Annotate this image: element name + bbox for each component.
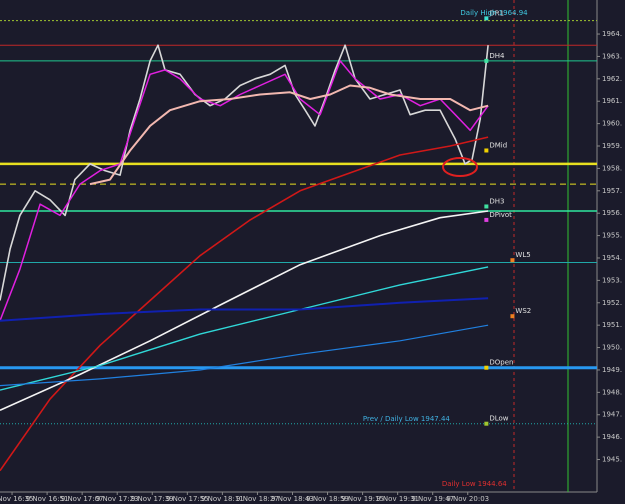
x-tick-label: 9 Nov 20:03 xyxy=(446,495,489,503)
x-tick-label: 9 Nov 18:27 xyxy=(236,495,279,503)
level-marker xyxy=(484,204,489,209)
y-tick-label: 1946. xyxy=(602,433,622,441)
series-line xyxy=(0,297,489,322)
y-tick-label: 1948. xyxy=(602,388,622,396)
series-line xyxy=(0,324,489,387)
level-marker xyxy=(484,16,489,21)
level-marker xyxy=(484,217,489,222)
level-label: DH4 xyxy=(489,52,505,60)
series-line xyxy=(0,60,489,321)
y-tick-label: 1952. xyxy=(602,299,622,307)
level-label: DH3 xyxy=(489,197,504,205)
level-marker xyxy=(484,58,489,63)
y-tick-label: 1959. xyxy=(602,142,622,150)
x-tick-label: 9 Nov 16:51 xyxy=(26,495,69,503)
level-marker xyxy=(484,148,489,153)
y-tick-label: 1951. xyxy=(602,321,622,329)
level-marker xyxy=(510,314,515,319)
level-label: DOpen xyxy=(489,359,513,367)
x-tick-label: 9 Nov 17:23 xyxy=(96,495,139,503)
x-tick-label: 9 Nov 18:59 xyxy=(306,495,349,503)
y-tick-label: 1949. xyxy=(602,366,622,374)
x-tick-label: 9 Nov 17:07 xyxy=(61,495,104,503)
y-tick-label: 1947. xyxy=(602,411,622,419)
annotation: Daily Low 1944.64 xyxy=(442,480,507,488)
y-tick-label: 1954. xyxy=(602,254,622,262)
x-tick-label: 9 Nov 18:11 xyxy=(201,495,244,503)
x-tick-label: 9 Nov 17:55 xyxy=(166,495,209,503)
annotation: Daily High 1964.94 xyxy=(460,9,528,17)
y-tick-label: 1962. xyxy=(602,75,622,83)
level-label: DPivot xyxy=(489,211,512,219)
y-tick-label: 1960. xyxy=(602,120,622,128)
series-line xyxy=(0,136,489,472)
y-tick-label: 1955. xyxy=(602,232,622,240)
series-line xyxy=(89,84,489,186)
series-line xyxy=(0,266,489,391)
y-tick-label: 1950. xyxy=(602,344,622,352)
level-label: DMid xyxy=(489,141,507,149)
x-tick-label: 9 Nov 16:35 xyxy=(0,495,33,503)
level-label: DLow xyxy=(489,415,508,423)
y-tick-label: 1956. xyxy=(602,209,622,217)
highlight-circle xyxy=(442,157,478,177)
x-tick-label: 9 Nov 19:31 xyxy=(376,495,419,503)
y-tick-label: 1957. xyxy=(602,187,622,195)
level-marker xyxy=(484,421,489,426)
y-tick-label: 1945. xyxy=(602,456,622,464)
y-tick-label: 1964. xyxy=(602,30,622,38)
x-tick-label: 9 Nov 17:39 xyxy=(131,495,174,503)
plot: 1964. 1963. 1962. 1961. 1960. 1959. 1958. 1957.… xyxy=(0,9,622,503)
x-tick-label: 9 Nov 19:47 xyxy=(411,495,454,503)
series-line xyxy=(0,210,489,412)
x-tick-label: 9 Nov 19:15 xyxy=(341,495,384,503)
level-marker xyxy=(484,365,489,370)
y-tick-label: 1961. xyxy=(602,97,622,105)
y-tick-label: 1953. xyxy=(602,276,622,284)
y-tick-label: 1963. xyxy=(602,52,622,60)
x-tick-label: 9 Nov 18:43 xyxy=(271,495,314,503)
level-label: WS2 xyxy=(515,307,531,315)
level-label: DR1 xyxy=(489,9,504,17)
level-label: WL5 xyxy=(515,251,530,259)
series-line xyxy=(0,44,489,301)
level-marker xyxy=(510,258,515,263)
y-tick-label: 1958. xyxy=(602,164,622,172)
annotation: Prev / Daily Low 1947.44 xyxy=(363,415,451,423)
